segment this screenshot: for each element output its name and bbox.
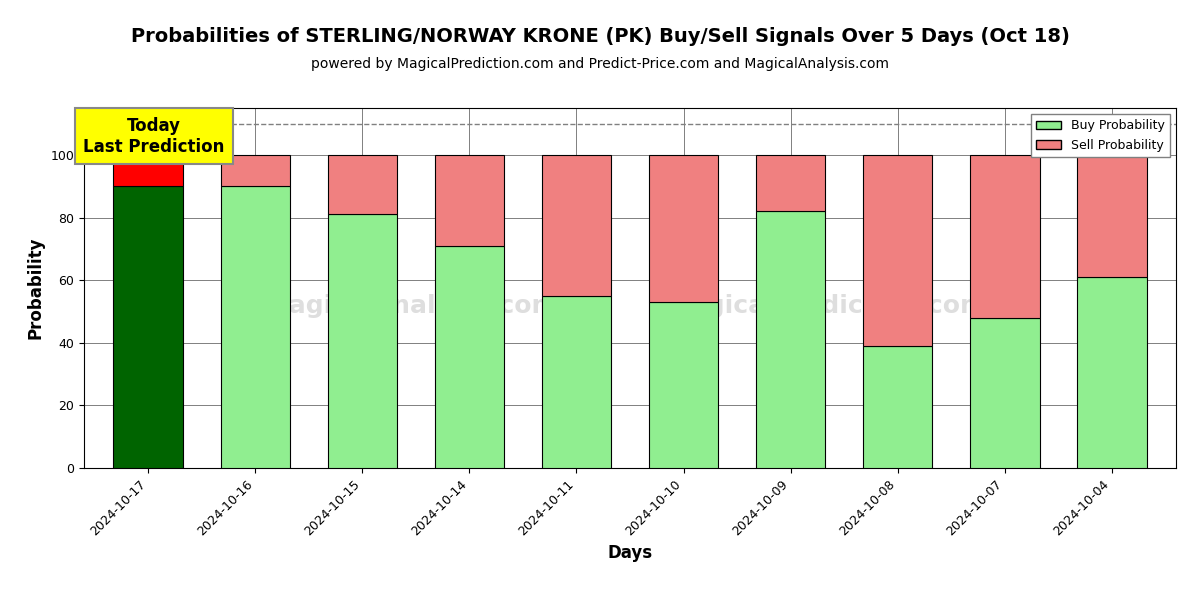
Bar [756, 155, 826, 211]
Bar [970, 318, 1039, 468]
Text: MagicalPrediction.com: MagicalPrediction.com [666, 294, 988, 318]
Y-axis label: Probability: Probability [26, 237, 44, 339]
Bar [1076, 155, 1146, 277]
Text: powered by MagicalPrediction.com and Predict-Price.com and MagicalAnalysis.com: powered by MagicalPrediction.com and Pre… [311, 57, 889, 71]
Bar [114, 155, 184, 186]
Bar [756, 211, 826, 468]
Bar [541, 155, 611, 296]
Text: MagicalAnalysis.com: MagicalAnalysis.com [265, 294, 558, 318]
Bar [221, 186, 290, 468]
Bar [328, 214, 397, 468]
Bar [434, 155, 504, 246]
Text: Probabilities of STERLING/NORWAY KRONE (PK) Buy/Sell Signals Over 5 Days (Oct 18: Probabilities of STERLING/NORWAY KRONE (… [131, 27, 1069, 46]
Bar [863, 346, 932, 468]
Bar [541, 296, 611, 468]
Bar [328, 155, 397, 214]
Bar [649, 155, 719, 302]
Bar [1076, 277, 1146, 468]
Bar [649, 302, 719, 468]
X-axis label: Days: Days [607, 544, 653, 562]
Bar [434, 246, 504, 468]
Bar [221, 155, 290, 186]
Bar [114, 186, 184, 468]
Bar [970, 155, 1039, 318]
Legend: Buy Probability, Sell Probability: Buy Probability, Sell Probability [1031, 114, 1170, 157]
Text: Today
Last Prediction: Today Last Prediction [83, 117, 224, 155]
Bar [863, 155, 932, 346]
